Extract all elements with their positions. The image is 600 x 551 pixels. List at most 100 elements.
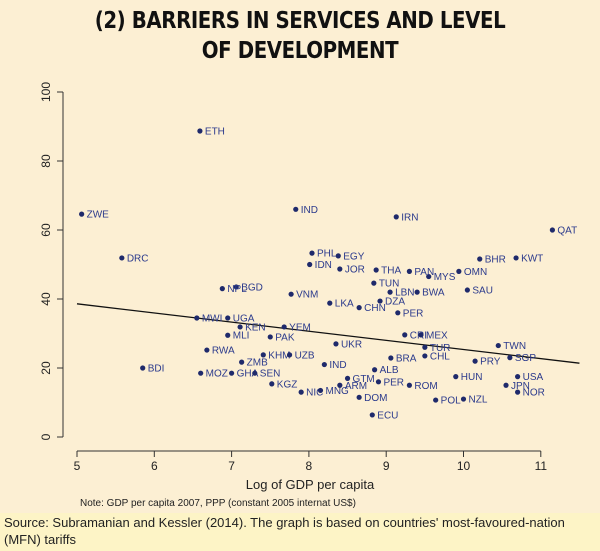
point-label: PER	[383, 377, 404, 388]
point-marker	[388, 355, 394, 361]
point-label: ARM	[345, 381, 367, 392]
data-point-pan: PAN	[406, 267, 434, 278]
point-marker	[495, 342, 501, 349]
data-point-egy: EGY	[335, 251, 365, 262]
x-tick-label: 9	[383, 459, 390, 473]
data-point-rwa: RWA	[204, 346, 235, 357]
axes: 0 20 40 60 80 100 5 6 7 8 9 10 11	[39, 82, 547, 473]
point-marker	[387, 289, 393, 295]
point-label: IND	[329, 360, 346, 371]
x-tick-label: 10	[457, 459, 471, 473]
data-point-nor: NOR	[515, 388, 545, 399]
data-point-pry: PRY	[472, 357, 501, 368]
fit-line-group	[76, 303, 580, 364]
point-label: UGA	[233, 313, 255, 324]
point-label: ECU	[377, 410, 398, 421]
point-marker	[140, 365, 146, 371]
point-label: NOR	[523, 388, 545, 399]
data-point-mli: MLI	[225, 331, 249, 342]
point-marker	[281, 324, 287, 330]
point-label: BHR	[485, 254, 506, 265]
data-point-twn: TWN	[495, 341, 526, 352]
data-point-bdi: BDI	[140, 364, 164, 375]
fit-line	[76, 303, 580, 364]
point-marker	[433, 397, 439, 403]
point-marker	[406, 268, 412, 274]
data-point-jor: JOR	[337, 264, 365, 275]
point-label: SAU	[472, 286, 493, 297]
data-point-sau: SAU	[464, 286, 493, 297]
point-label: CRI	[410, 330, 427, 341]
data-point-gtm: GTM	[344, 374, 375, 385]
point-label: GTM	[353, 374, 375, 385]
point-label: ALB	[380, 365, 399, 376]
point-marker	[197, 128, 203, 134]
point-label: DZA	[385, 297, 405, 308]
point-marker	[267, 334, 273, 340]
y-tick-label: 60	[39, 223, 53, 237]
point-label: TUR	[430, 343, 451, 354]
point-label: JPN	[511, 381, 530, 392]
point-marker	[422, 344, 428, 350]
data-point-omn: OMN	[456, 267, 487, 278]
point-marker	[507, 355, 513, 361]
data-point-tur: TUR	[422, 343, 450, 354]
data-point-yem: YEM	[281, 322, 311, 333]
data-point-mys: MYS	[426, 272, 456, 283]
point-label: BRA	[396, 353, 417, 364]
point-label: YEM	[289, 322, 311, 333]
point-label: BGD	[241, 282, 263, 293]
data-point-uzb: UZB	[286, 350, 315, 361]
point-label: MLI	[233, 331, 250, 342]
point-marker	[298, 389, 304, 395]
point-marker	[422, 353, 428, 359]
x-tick-label: 5	[74, 459, 81, 473]
point-marker	[395, 310, 401, 316]
x-tick-label: 7	[228, 459, 235, 473]
data-point-eth: ETH	[197, 126, 225, 137]
point-label: MYS	[434, 272, 456, 283]
point-marker	[472, 358, 478, 364]
point-marker	[239, 359, 245, 365]
point-marker	[356, 394, 362, 400]
point-marker	[337, 382, 343, 388]
data-point-ind: IND	[293, 205, 318, 216]
point-label: MNG	[325, 386, 349, 397]
y-tick-label: 40	[39, 292, 53, 306]
data-point-cri: CRI	[402, 330, 427, 341]
data-point-pol: POL	[433, 396, 461, 407]
data-point-gha: GHA	[229, 369, 259, 380]
point-label: MOZ	[206, 369, 228, 380]
data-point-idn: IDN	[307, 260, 332, 271]
data-point-lka: LKA	[327, 299, 354, 310]
point-marker	[269, 381, 275, 387]
point-marker	[317, 387, 324, 394]
point-marker	[513, 255, 519, 261]
point-marker	[503, 382, 509, 388]
chart-title: (2) BARRIERS IN SERVICES AND LEVEL OF DE…	[42, 6, 558, 66]
point-marker	[237, 324, 243, 330]
data-point-per: PER	[395, 308, 423, 319]
point-marker	[327, 300, 333, 306]
point-label: HUN	[461, 372, 483, 383]
point-marker	[225, 315, 231, 321]
data-point-sgp: SGP	[507, 353, 536, 364]
point-marker	[369, 412, 375, 418]
x-tick-label: 11	[535, 459, 548, 473]
data-point-alb: ALB	[372, 365, 399, 376]
point-label: THA	[381, 266, 401, 277]
source-caption: Source: Subramanian and Kessler (2014). …	[0, 513, 600, 551]
point-marker	[515, 374, 521, 380]
point-label: CHL	[430, 351, 450, 362]
point-label: KWT	[521, 253, 543, 264]
point-marker	[477, 256, 483, 262]
point-label: USA	[523, 372, 544, 383]
point-label: RWA	[212, 346, 235, 357]
data-point-phl: PHL	[309, 249, 337, 260]
point-label: NPL	[227, 284, 247, 295]
data-point-bwa: BWA	[414, 288, 445, 299]
point-label: SGP	[515, 353, 536, 364]
point-label: PHL	[317, 249, 337, 260]
point-marker	[333, 341, 339, 347]
point-marker	[219, 286, 225, 292]
